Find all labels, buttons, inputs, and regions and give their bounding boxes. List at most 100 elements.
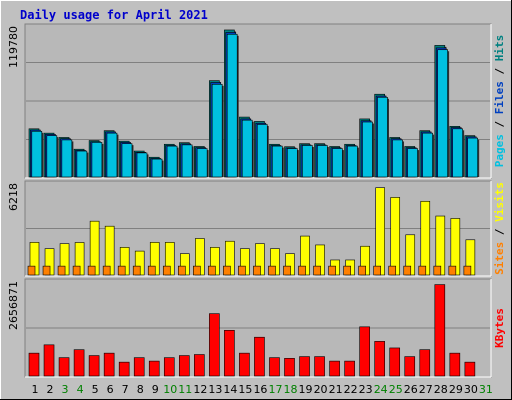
side-labels: Pages / Files / Hits Sites / Visits KBytes [493,35,506,348]
bar-sites [223,265,231,276]
panel-kbytes: 2656871 [7,278,492,378]
bar-kbytes [133,357,145,377]
bar-sites [87,265,96,276]
x-tick-label: 9 [152,383,159,396]
bar-visits [375,187,385,276]
side-label-bottom: KBytes [493,308,506,348]
bar-pages [196,148,208,178]
bar-sites [27,265,36,276]
x-tick-label: 8 [137,383,144,396]
bar-pages [332,148,343,178]
bar-pages [211,84,223,178]
y-max-label: 2656871 [7,281,20,330]
bar-kbytes [103,352,115,377]
bar-pages [151,158,163,178]
side-label-part: Hits [493,35,506,62]
chart-title: Daily usage for April 2021 [20,8,208,22]
x-axis-labels: 1 2 3 4 5 6 7 8 9 10 11 12 13 14 15 16 17 18 19 20 21 22 23 24 2… [32,383,493,396]
bar-sites [253,265,261,276]
bar-kbytes [284,358,295,377]
bar-pages [226,33,238,178]
bar-pages [166,145,178,178]
bar-sites [193,265,201,276]
bar-pages [121,143,133,178]
bar-pages [392,139,403,178]
bar-sites [388,265,397,276]
y-max-label: 119780 [7,26,20,68]
panel-visits-sites: 6218 [7,180,492,277]
bar-sites [298,265,306,276]
bar-kbytes [329,360,340,377]
bar-pages [241,119,253,178]
bar-kbytes [359,326,370,377]
bar-kbytes [254,336,265,377]
x-tick-label: 25 [389,383,403,396]
bar-kbytes [389,347,401,377]
bar-pages [136,152,148,178]
bar-kbytes [434,284,446,377]
x-tick-label: 3 [62,383,69,396]
bar-pages [106,132,118,178]
x-tick-label: 17 [268,383,282,396]
bar-pages [46,135,58,178]
bar-sites [162,265,171,276]
bar-pages [271,145,283,178]
bar-sites [42,265,51,276]
bar-pages [76,150,88,178]
panel-hits-files-pages: 119780 [7,23,492,179]
bar-pages [452,128,463,178]
x-tick-label: 6 [107,383,114,396]
bar-kbytes [88,355,100,377]
x-tick-label: 15 [238,383,252,396]
bar-pages [422,132,433,178]
bar-kbytes [404,356,416,377]
x-tick-label: 18 [284,383,298,396]
bar-pages [256,124,268,178]
bar-kbytes [28,352,40,377]
bar-kbytes [269,357,280,377]
side-label-part: / [493,61,506,81]
y-max-label: 6218 [7,183,20,211]
side-label-part: Sites [493,242,506,275]
bar-kbytes [179,355,190,377]
bar-sites [132,265,141,276]
bar-pages [302,145,313,178]
bar-pages [347,145,358,178]
bar-sites [178,265,186,276]
bar-kbytes [194,354,205,377]
side-label-part: Files [493,81,506,114]
panels: 119780 6218 2656871 [7,23,492,378]
side-label-part: Pages [493,134,506,167]
bar-sites [72,265,81,276]
x-tick-label: 26 [404,383,418,396]
x-tick-label: 11 [178,383,192,396]
side-label-part: / [493,114,506,134]
bar-pages [407,148,418,178]
bar-sites [117,265,126,276]
bar-kbytes [118,361,130,377]
x-tick-label: 23 [359,383,373,396]
side-label-part: / [493,222,506,242]
x-tick-label: 5 [92,383,99,396]
bar-sites [373,265,381,276]
bar-kbytes [464,361,476,377]
x-tick-label: 4 [77,383,84,396]
bar-pages [467,137,478,178]
bar-pages [287,148,298,178]
x-tick-label: 1 [32,383,39,396]
bar-kbytes [73,349,85,377]
bar-visits [420,200,431,276]
x-tick-label: 16 [253,383,267,396]
bar-sites [328,265,336,276]
bar-pages [181,144,193,178]
bar-kbytes [299,356,310,377]
bar-sites [57,265,66,276]
side-label-top: Pages / Files / Hits [493,35,506,168]
x-tick-label: 22 [344,383,358,396]
bar-pages [437,49,448,178]
bar-kbytes [314,356,325,377]
bar-visits [390,197,401,276]
bar-pages [91,142,103,178]
bar-sites [208,265,216,276]
bar-kbytes [58,357,70,377]
